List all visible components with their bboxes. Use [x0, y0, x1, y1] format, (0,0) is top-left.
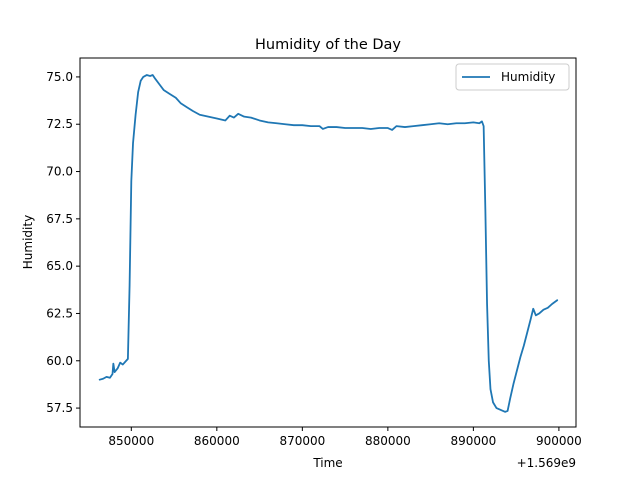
y-axis-label: Humidity [21, 215, 35, 269]
legend: Humidity [455, 63, 570, 91]
series-layer [98, 74, 559, 413]
legend-label-humidity: Humidity [501, 70, 555, 84]
x-tick-label: 880000 [365, 434, 411, 448]
plot-area: 850000 860000 870000 880000 890000 900000 57.… [46, 57, 582, 448]
y-tick-label: 57.5 [46, 401, 73, 415]
y-tick-label: 65.0 [46, 259, 73, 273]
x-tick-label: 870000 [279, 434, 325, 448]
y-tick-label: 72.5 [46, 117, 73, 131]
x-axis-label: Time [312, 456, 342, 470]
axes-frame [79, 57, 577, 428]
chart-title: Humidity of the Day [255, 37, 401, 53]
x-axis-ticks: 850000 860000 870000 880000 890000 900000 [108, 427, 582, 448]
x-tick-label: 900000 [536, 434, 582, 448]
y-tick-label: 60.0 [46, 354, 73, 368]
y-tick-label: 62.5 [46, 306, 73, 320]
legend-box [455, 63, 570, 91]
x-tick-label: 850000 [108, 434, 154, 448]
x-tick-label: 890000 [450, 434, 496, 448]
y-axis-ticks: 57.5 60.0 62.5 65.0 67.5 70.0 72.5 75.0 [46, 70, 80, 415]
y-tick-label: 67.5 [46, 212, 73, 226]
x-axis-offset-label: +1.569e9 [517, 456, 576, 470]
y-tick-label: 70.0 [46, 165, 73, 179]
x-tick-label: 860000 [194, 434, 240, 448]
series-line-humidity [98, 74, 559, 413]
y-tick-label: 75.0 [46, 70, 73, 84]
